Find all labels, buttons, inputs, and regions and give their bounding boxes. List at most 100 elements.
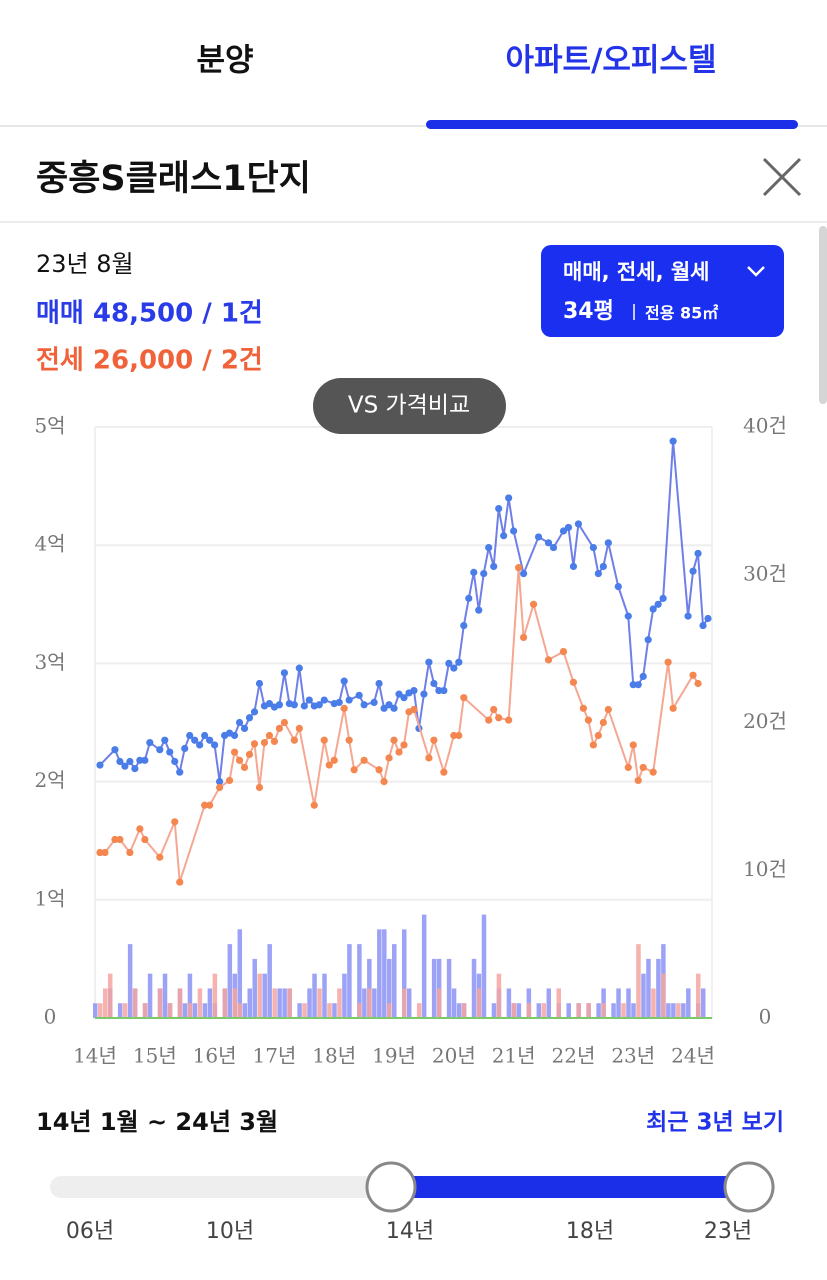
price-point <box>460 621 468 630</box>
price-point <box>196 741 204 749</box>
price-point <box>305 696 313 704</box>
volume-bar <box>626 988 631 1018</box>
volume-bar <box>192 1003 198 1018</box>
price-point <box>490 562 498 571</box>
close-button[interactable] <box>762 157 802 197</box>
volume-bar <box>431 958 437 1018</box>
price-point <box>206 736 214 744</box>
volume-bar <box>661 973 666 1018</box>
price-point <box>574 520 583 528</box>
price-point <box>245 714 254 722</box>
volume-bar <box>401 988 407 1018</box>
price-point <box>669 437 677 445</box>
price-point <box>325 761 333 769</box>
slider-labels: 06년 10년 14년 18년 23년 <box>66 1219 752 1244</box>
price-point <box>510 527 518 535</box>
price-point <box>380 778 388 786</box>
recent-button[interactable]: 최근 3년 보기 <box>646 1110 784 1136</box>
price-point <box>495 504 503 513</box>
filter-button[interactable]: 매매, 전세, 월세 34평 전용 85㎡ <box>541 245 784 337</box>
slider-label: 18년 <box>566 1219 614 1244</box>
price-point <box>589 543 597 552</box>
tab-active[interactable]: 아파트/오피스텔 <box>506 43 717 79</box>
price-point <box>191 736 199 744</box>
volume-bar <box>237 1003 243 1018</box>
slider-knob[interactable] <box>365 1161 417 1213</box>
price-point <box>136 825 144 833</box>
volume-bar <box>676 1003 681 1018</box>
price-point <box>355 691 363 699</box>
volume-bar <box>611 1003 616 1018</box>
price-point <box>345 736 353 744</box>
x-tick-label: 22년 <box>552 1044 596 1068</box>
volume-bar <box>387 1003 392 1018</box>
price-point <box>275 701 283 709</box>
price-point <box>370 698 378 707</box>
price-point <box>569 678 578 686</box>
price-point <box>240 724 249 733</box>
price-point <box>360 756 368 764</box>
filter-size: 34평 <box>563 299 614 324</box>
x-tick-label: 20년 <box>432 1044 476 1068</box>
price-point <box>604 705 612 714</box>
volume-bar <box>436 988 442 1018</box>
volume-bar <box>157 988 163 1018</box>
volume-bar <box>357 944 362 1018</box>
filter-types: 매매, 전세, 월세 <box>563 260 710 284</box>
slider-knob[interactable] <box>723 1161 775 1213</box>
price-point <box>644 636 652 644</box>
price-point <box>171 757 179 766</box>
price-point <box>290 701 298 709</box>
volume-bar <box>566 1003 571 1018</box>
price-point <box>559 527 568 535</box>
slider-label: 06년 <box>66 1219 114 1244</box>
volume-bar <box>237 929 243 1018</box>
price-point <box>240 763 249 772</box>
volume-bar <box>322 973 327 1018</box>
price-point <box>689 567 697 575</box>
price-point <box>126 757 134 766</box>
price-point <box>649 768 657 776</box>
price-point <box>694 549 702 558</box>
volume-bar <box>382 929 387 1018</box>
price-point <box>629 741 637 749</box>
volume-bar <box>257 973 262 1018</box>
volume-bar <box>222 988 228 1018</box>
price-point <box>111 746 119 754</box>
y-tick-label: 3억 <box>34 650 65 674</box>
tab[interactable]: 분양 <box>196 43 253 79</box>
price-point <box>430 679 438 688</box>
price-point <box>549 543 558 552</box>
volume-bar <box>202 1003 208 1018</box>
price-point <box>181 744 189 753</box>
price-point <box>265 731 274 740</box>
volume-bar <box>641 973 646 1018</box>
volume-bar <box>97 1003 103 1018</box>
volume-bar <box>302 1003 307 1018</box>
volume-bar <box>481 914 487 1018</box>
price-point <box>111 835 119 844</box>
price-point <box>330 756 338 764</box>
price-point <box>250 708 259 716</box>
filter-area: 전용 85㎡ <box>645 304 718 323</box>
volume-bar <box>337 988 342 1018</box>
price-point <box>425 754 433 762</box>
price-point <box>395 690 403 698</box>
volume-bar <box>272 988 277 1018</box>
compare-button[interactable]: VS 가격비교 <box>313 378 506 434</box>
price-point <box>579 704 588 712</box>
price-point <box>116 757 124 766</box>
price-point <box>375 766 383 774</box>
price-point <box>410 705 418 714</box>
price-point <box>440 768 448 776</box>
volume-bar <box>651 988 656 1018</box>
price-line <box>99 441 709 782</box>
price-point <box>569 562 578 571</box>
price-point <box>290 736 298 744</box>
price-point <box>340 677 348 685</box>
volume-bar <box>287 988 292 1018</box>
y-tick-label: 5억 <box>34 414 65 438</box>
price-point <box>176 878 184 886</box>
price-point <box>664 658 672 666</box>
price-point <box>156 853 164 861</box>
